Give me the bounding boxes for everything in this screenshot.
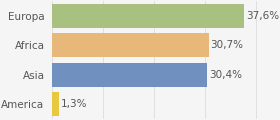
Bar xyxy=(52,63,207,87)
Text: 1,3%: 1,3% xyxy=(61,99,87,109)
Text: 30,7%: 30,7% xyxy=(211,40,244,50)
Bar xyxy=(52,33,209,57)
Bar xyxy=(52,92,59,116)
Text: 37,6%: 37,6% xyxy=(246,11,279,21)
Bar xyxy=(52,4,244,28)
Text: 30,4%: 30,4% xyxy=(209,70,242,80)
